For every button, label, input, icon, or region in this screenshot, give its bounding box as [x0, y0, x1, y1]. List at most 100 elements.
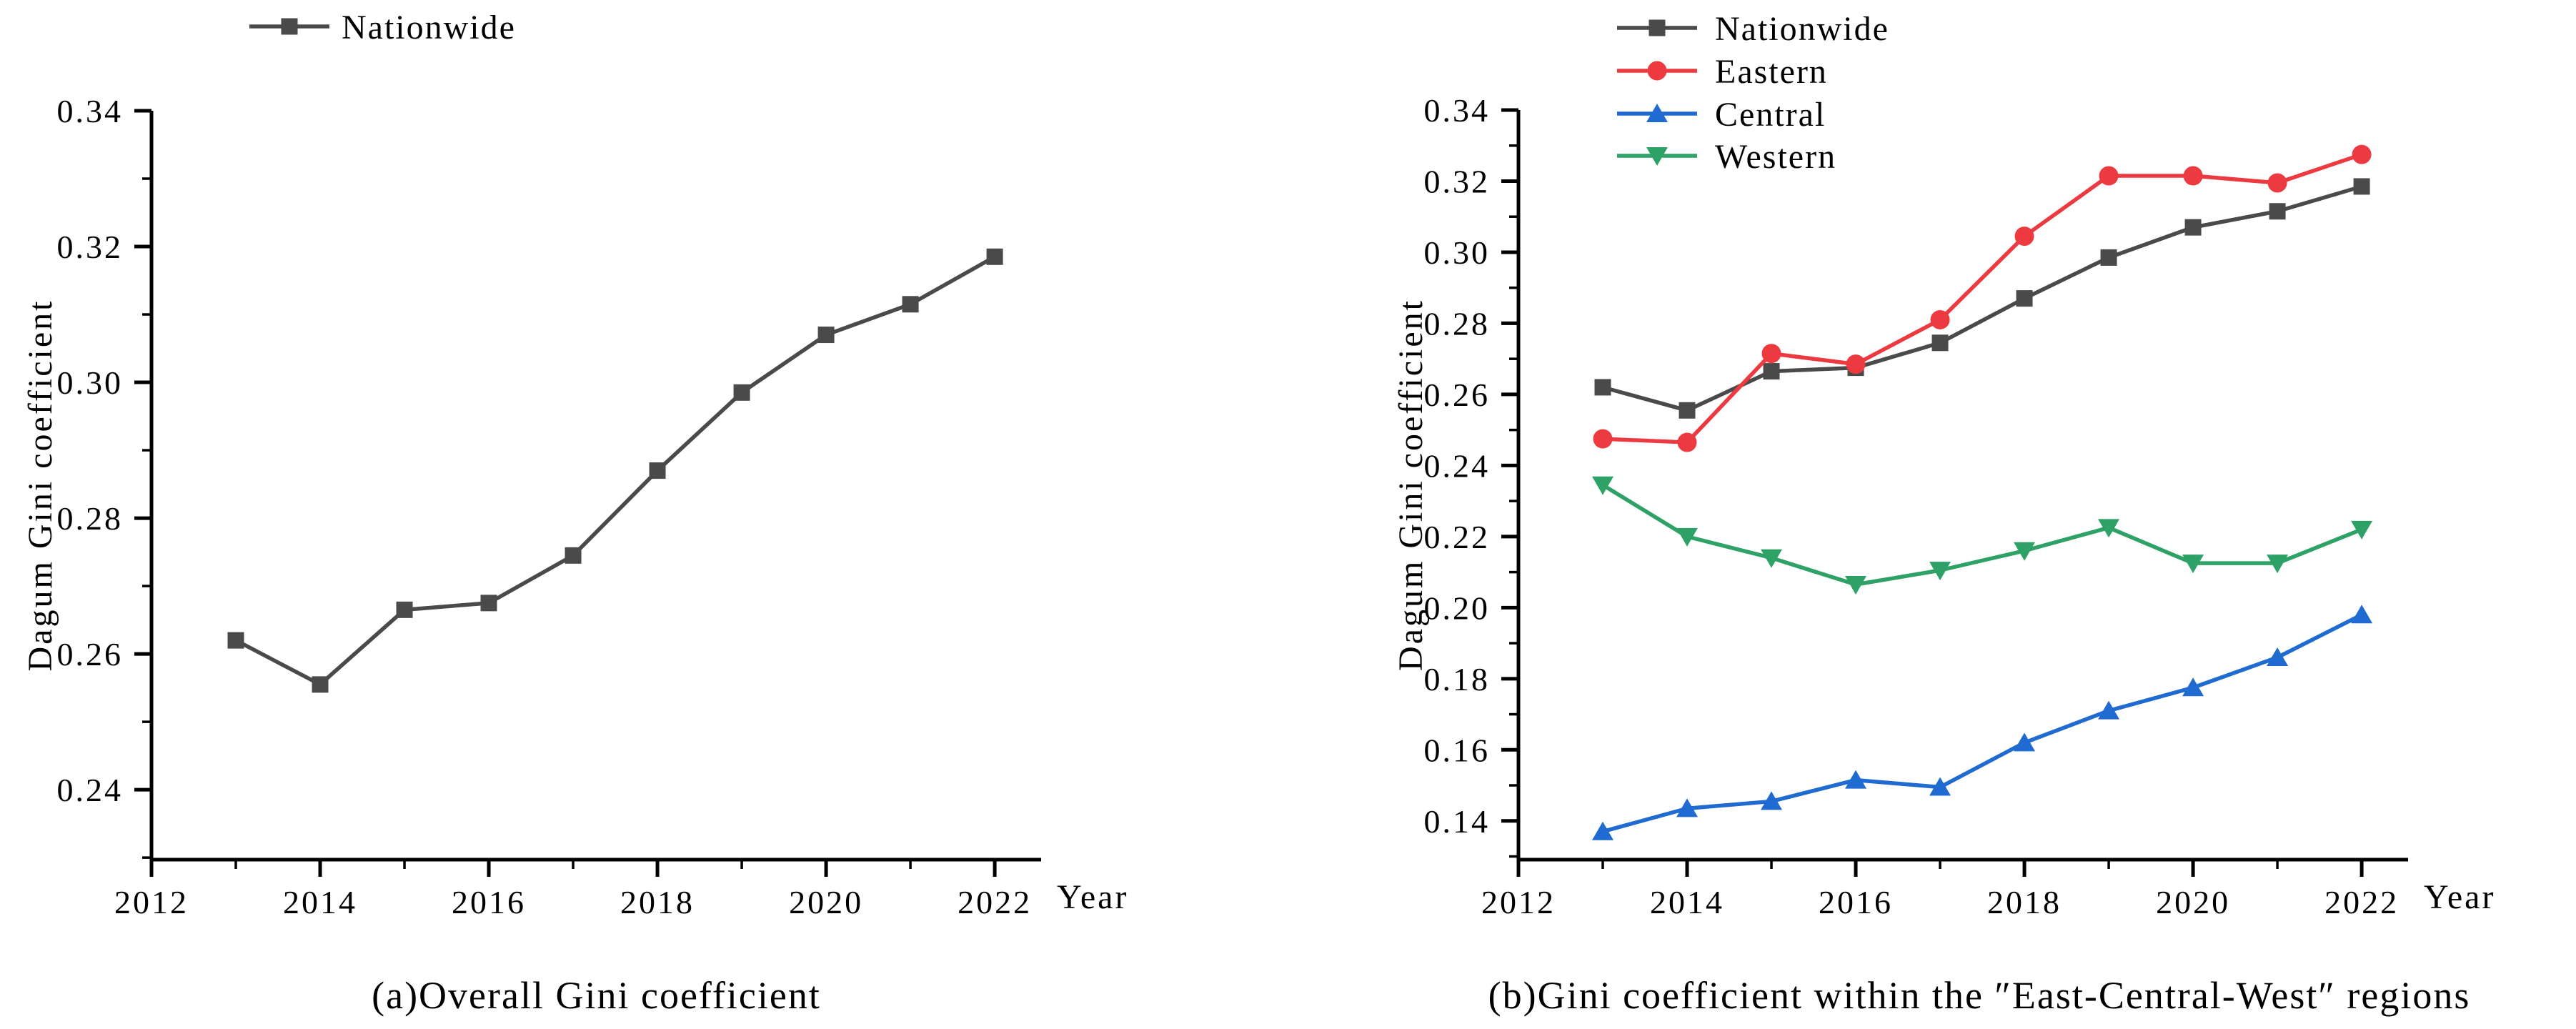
y-tick-label: 0.34 — [57, 93, 124, 129]
triangle-up-marker — [2014, 732, 2036, 752]
axis-lines — [149, 111, 1041, 862]
legend-label-nationwide: Nationwide — [342, 9, 516, 46]
circle-marker — [2183, 166, 2203, 186]
triangle-down-marker — [1592, 476, 1614, 495]
x-tick-label: 2014 — [283, 884, 357, 920]
x-tick-label: 2022 — [958, 884, 1032, 920]
square-marker — [649, 462, 666, 479]
circle-marker — [1677, 432, 1697, 452]
x-tick-label: 2012 — [1481, 884, 1556, 920]
triangle-up-marker — [1929, 777, 1951, 796]
y-tick-label: 0.30 — [57, 364, 124, 401]
x-tick-label: 2018 — [620, 884, 695, 920]
y-tick-label: 0.26 — [1424, 377, 1491, 413]
triangle-down-marker — [2098, 519, 2120, 538]
square-marker — [396, 601, 413, 618]
y-tick-label: 0.24 — [1424, 447, 1491, 484]
triangle-up-marker — [2267, 647, 2289, 666]
x-tick-label: 2014 — [1650, 884, 1724, 920]
circle-marker — [2352, 144, 2372, 164]
triangle-down-marker — [1646, 147, 1668, 166]
y-tick-label: 0.14 — [1424, 803, 1491, 840]
square-marker — [1594, 379, 1611, 396]
triangle-up-marker — [2351, 605, 2373, 624]
y-axis-title: Dagum Gini coefficient — [21, 299, 59, 672]
square-marker — [1763, 363, 1780, 380]
circle-marker — [2014, 227, 2034, 247]
circle-marker — [1930, 309, 1950, 329]
y-tick-label: 0.16 — [1424, 732, 1491, 768]
triangle-up-marker — [1592, 821, 1614, 840]
triangle-down-marker — [1761, 549, 1783, 568]
y-tick-label: 0.32 — [57, 229, 124, 265]
triangle-down-marker — [1845, 576, 1867, 595]
y-tick-label: 0.22 — [1424, 519, 1491, 555]
circle-marker — [2267, 173, 2287, 193]
legend-label-eastern: Eastern — [1715, 53, 1828, 91]
series-line-eastern — [1602, 152, 2362, 444]
x-tick-label: 2016 — [452, 884, 526, 920]
triangle-down-marker — [2267, 555, 2289, 574]
legend-label-western: Western — [1715, 138, 1836, 176]
triangle-up-marker — [2098, 700, 2120, 720]
y-tick-label: 0.20 — [1424, 590, 1491, 626]
triangle-up-marker — [2182, 677, 2204, 697]
square-marker — [733, 384, 750, 401]
square-marker — [227, 632, 244, 649]
triangle-up-marker — [1845, 770, 1867, 789]
square-marker — [2184, 219, 2202, 236]
square-marker — [2016, 290, 2033, 307]
x-tick-label: 2016 — [1819, 884, 1893, 920]
square-marker — [1679, 402, 1696, 419]
square-marker — [2100, 249, 2117, 266]
square-marker — [281, 18, 298, 35]
square-marker — [2269, 203, 2286, 220]
square-marker — [2353, 178, 2370, 195]
legend-label-central: Central — [1715, 96, 1826, 134]
axis-lines — [1516, 110, 2408, 862]
triangle-up-marker — [1646, 104, 1668, 122]
series-line-western — [1601, 483, 2363, 587]
square-marker — [565, 547, 582, 564]
square-marker — [902, 296, 919, 313]
square-marker — [986, 248, 1003, 265]
panel-regional-gini: 0.14 0.16 0.18 0.20 0.22 0.24 0.26 0.28 0.30 0.32… — [1392, 10, 2493, 920]
circle-marker — [2099, 166, 2119, 186]
y-tick-label: 0.30 — [1424, 234, 1491, 271]
triangle-up-marker — [1761, 791, 1783, 810]
y-tick-label: 0.18 — [1424, 661, 1491, 697]
x-axis-title: Year — [1057, 878, 1128, 916]
triangle-down-marker — [1676, 527, 1699, 547]
circle-marker — [1647, 61, 1667, 81]
series-line-central — [1602, 612, 2363, 834]
legend-label-nationwide: Nationwide — [1715, 10, 1889, 48]
square-marker — [1931, 334, 1949, 352]
triangle-down-marker — [2014, 542, 2036, 561]
triangle-down-marker — [2351, 520, 2373, 540]
series-line-nationwide — [1602, 184, 2362, 413]
y-tick-label: 0.32 — [1424, 163, 1491, 199]
x-tick-label: 2020 — [2156, 884, 2230, 920]
y-tick-label: 0.34 — [1424, 92, 1491, 129]
y-tick-label: 0.28 — [1424, 305, 1491, 342]
circle-marker — [1593, 429, 1613, 449]
square-marker — [1648, 19, 1666, 36]
series-line-nationwide — [234, 254, 996, 687]
x-tick-label: 2018 — [1987, 884, 2062, 920]
square-marker — [312, 676, 329, 693]
caption-regional-gini: (b)Gini coefficient within the ″East-Cen… — [1488, 974, 2471, 1017]
x-tick-label: 2012 — [114, 884, 189, 920]
x-tick-label: 2020 — [789, 884, 863, 920]
triangle-down-marker — [1929, 562, 1951, 581]
triangle-up-marker — [1676, 798, 1699, 817]
x-tick-label: 2022 — [2324, 884, 2399, 920]
caption-overall-gini: (a)Overall Gini coefficient — [372, 974, 821, 1017]
panel-overall-gini: 0.24 0.26 0.28 0.30 0.32 0.34 2012 2014 2016 2018… — [21, 9, 1128, 920]
triangle-down-marker — [2182, 555, 2204, 574]
y-tick-label: 0.26 — [57, 636, 124, 672]
circle-marker — [1846, 354, 1866, 374]
square-marker — [817, 327, 835, 344]
square-marker — [480, 595, 497, 612]
